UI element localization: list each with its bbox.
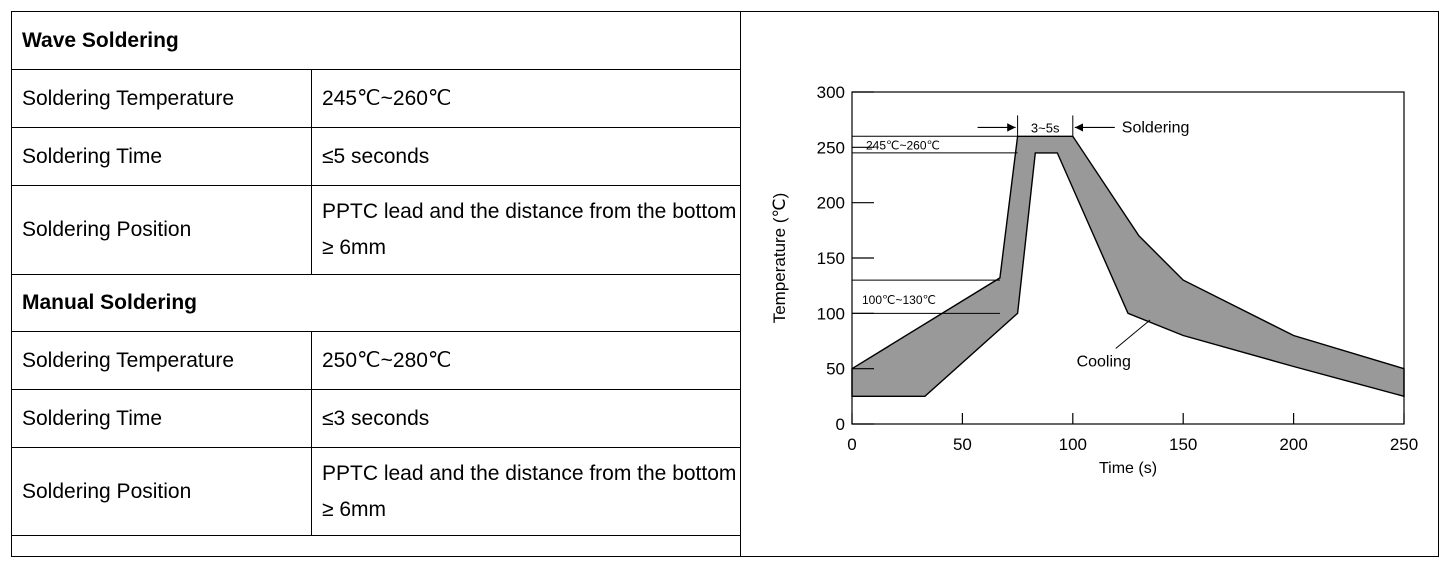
- x-tick-label: 200: [1279, 435, 1307, 454]
- row-value: PPTC lead and the distance from the bott…: [310, 185, 742, 275]
- section-header-row: Manual Soldering: [10, 274, 742, 332]
- x-tick-label: 250: [1390, 435, 1418, 454]
- y-tick-label: 100: [817, 304, 845, 323]
- row-label: Soldering Position: [11, 447, 312, 536]
- x-tick-label: 100: [1059, 435, 1087, 454]
- soldering-window-label: 3~5s: [1031, 120, 1060, 135]
- row-label: Soldering Temperature: [11, 69, 312, 128]
- row-value: 250℃~280℃: [310, 331, 742, 390]
- row-value: 245℃~260℃: [310, 69, 742, 128]
- annotations: 245℃~260℃ 100℃~130℃ 3~5s Soldering Cooling: [852, 115, 1189, 370]
- table-row: Soldering Position PPTC lead and the dis…: [11, 447, 742, 536]
- x-tick-label: 50: [953, 435, 972, 454]
- soldering-label: Soldering: [1122, 119, 1190, 136]
- preheat-range-label: 100℃~130℃: [862, 293, 936, 307]
- cooling-pointer-line: [1115, 319, 1151, 349]
- soldering-spec-table: Wave Soldering Soldering Temperature 245…: [10, 11, 742, 536]
- row-label: Soldering Position: [11, 185, 312, 275]
- y-tick-label: 0: [836, 415, 845, 434]
- row-value: PPTC lead and the distance from the bott…: [310, 447, 742, 536]
- row-label: Soldering Temperature: [11, 331, 312, 390]
- soldering-profile-chart: 245℃~260℃ 100℃~130℃ 3~5s Soldering Cooling 0…: [770, 83, 1418, 477]
- cooling-label: Cooling: [1077, 353, 1131, 370]
- plot-area: [851, 135, 1405, 398]
- section-header-row: Wave Soldering: [10, 11, 742, 70]
- x-tick-label: 0: [847, 435, 856, 454]
- x-axis-label: Time (s): [1099, 460, 1157, 477]
- y-tick-label: 50: [826, 360, 845, 379]
- x-tick-label: 150: [1169, 435, 1197, 454]
- row-value: ≤3 seconds: [310, 389, 742, 448]
- table-row: Soldering Temperature 245℃~260℃: [11, 69, 742, 128]
- y-tick-label: 250: [817, 138, 845, 157]
- row-value: ≤5 seconds: [310, 127, 742, 186]
- x-axis-ticks: 0 50 100 150 200 250: [847, 413, 1418, 454]
- peak-range-label: 245℃~260℃: [866, 138, 940, 152]
- section-title-manual: Manual Soldering: [10, 274, 742, 332]
- row-label: Soldering Time: [11, 389, 312, 448]
- temperature-band-area: [851, 135, 1405, 398]
- table-row: Soldering Time ≤5 seconds: [11, 127, 742, 186]
- y-tick-label: 200: [817, 194, 845, 213]
- section-title-wave: Wave Soldering: [10, 11, 742, 70]
- table-row: Soldering Temperature 250℃~280℃: [11, 331, 742, 390]
- table-row: Soldering Position PPTC lead and the dis…: [11, 185, 742, 275]
- table-row: Soldering Time ≤3 seconds: [11, 389, 742, 448]
- y-tick-label: 150: [817, 249, 845, 268]
- y-axis-label: Temperature (℃): [770, 193, 789, 324]
- chart-panel: 245℃~260℃ 100℃~130℃ 3~5s Soldering Cooling 0…: [740, 11, 1439, 557]
- y-tick-label: 300: [817, 83, 845, 102]
- row-label: Soldering Time: [11, 127, 312, 186]
- y-axis-ticks: 0 50 100 150 200 250 300: [817, 83, 874, 434]
